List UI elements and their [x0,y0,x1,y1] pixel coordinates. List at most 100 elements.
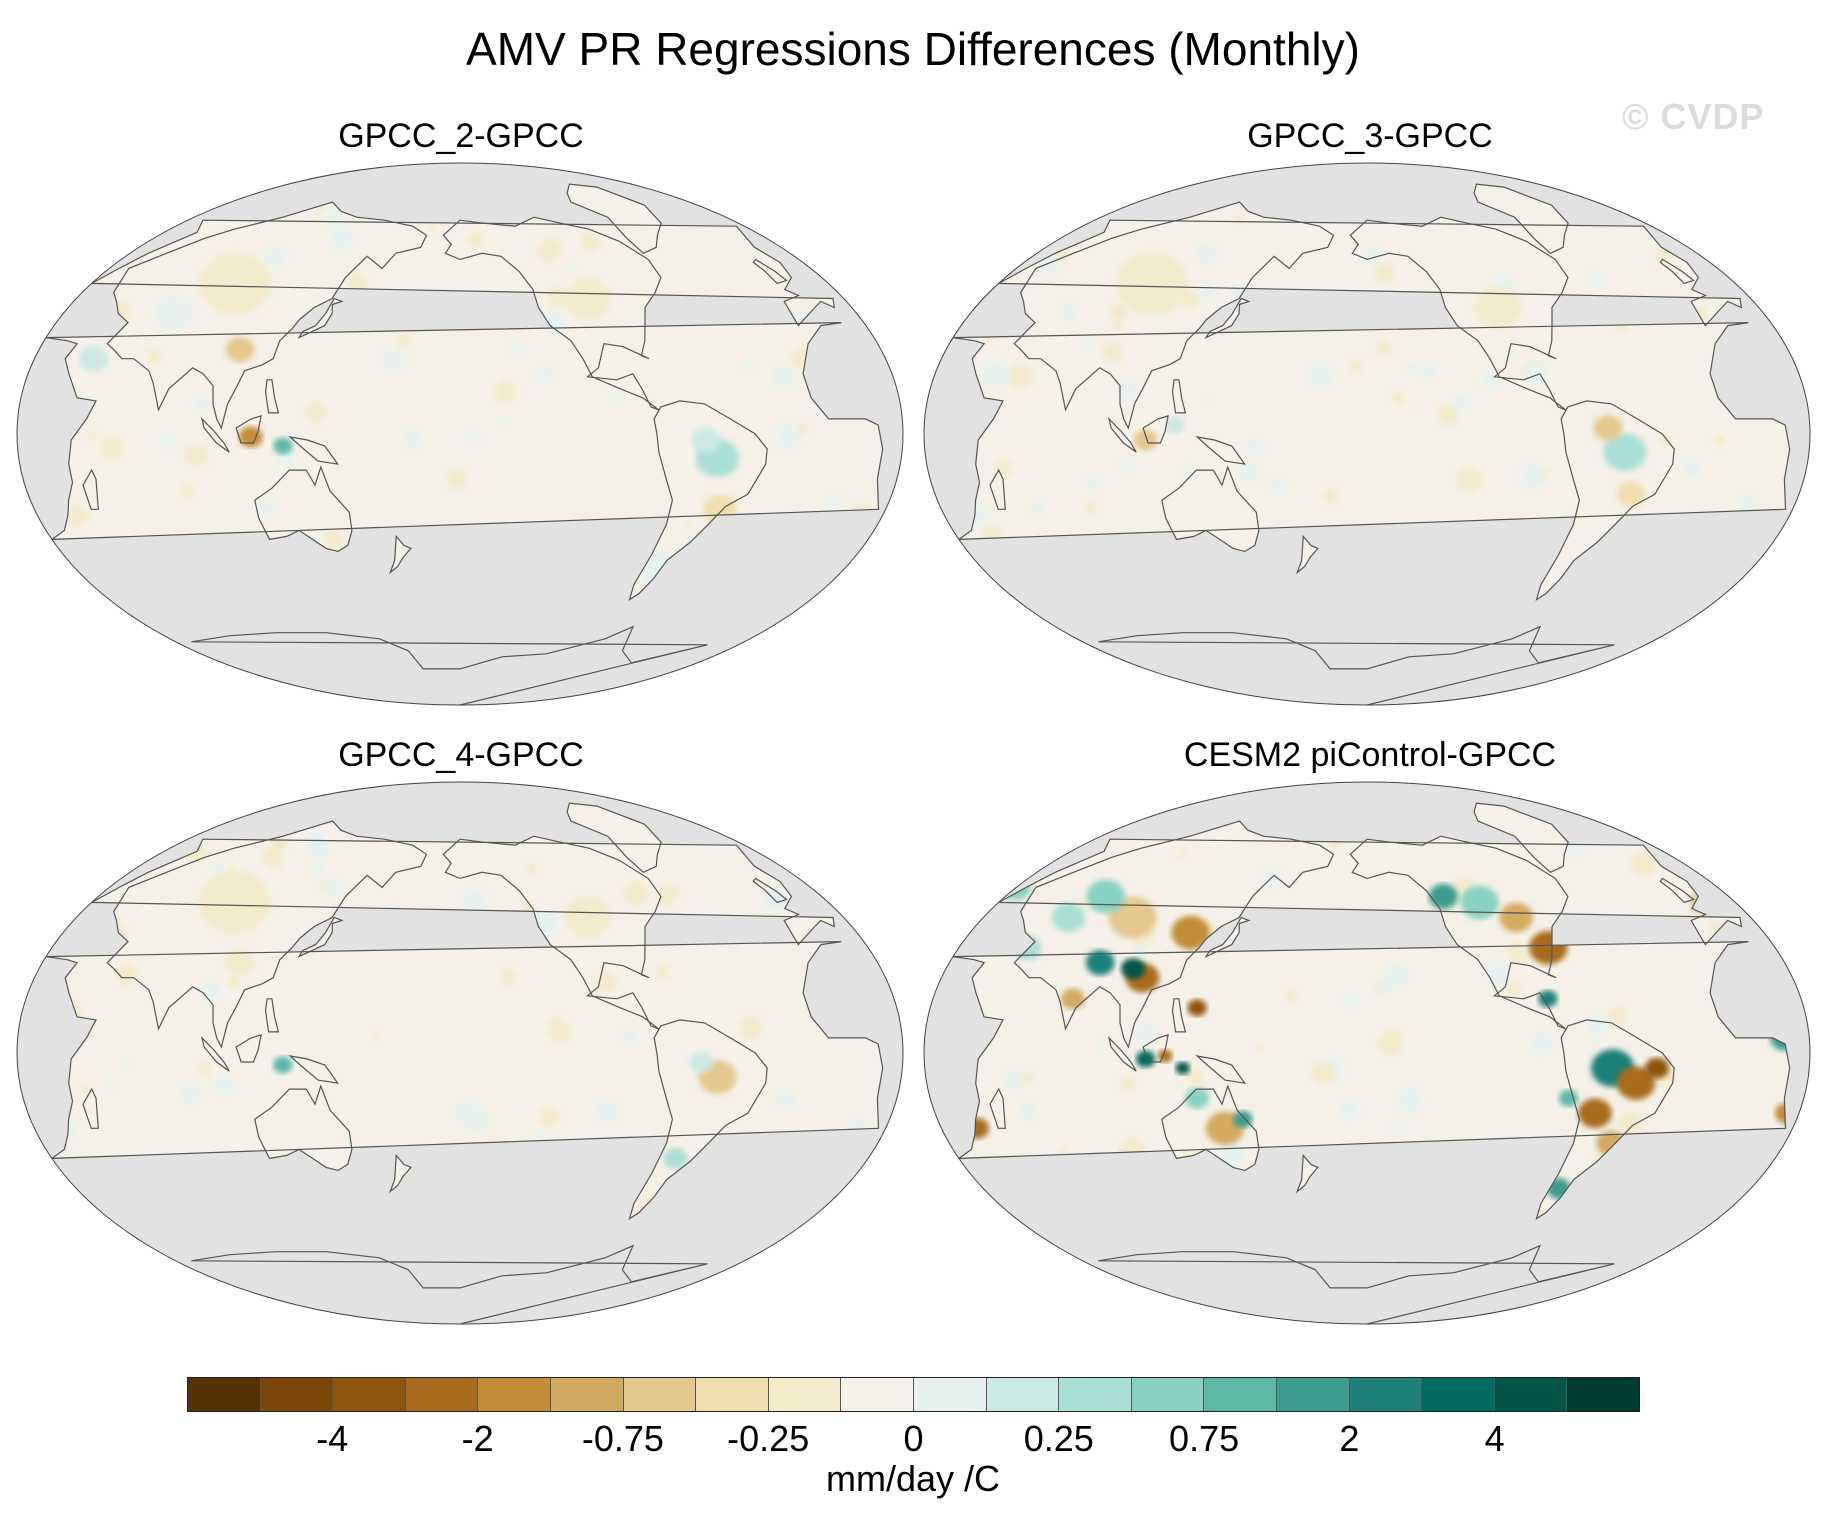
colorbar-swatch [841,1378,914,1411]
coastline-japan [297,297,344,340]
colorbar [187,1377,1640,1412]
coastline-antarctica [1098,625,1615,705]
colorbar-swatch [550,1378,624,1411]
land-japan [299,917,342,957]
coastline-new-zealand [388,534,412,575]
colorbar-swatch [1131,1378,1205,1411]
coastline-australia [254,1084,353,1172]
land-uk [1660,259,1694,284]
coastline-indonesia-borneo [235,415,262,444]
coastline-greenland [1473,183,1569,255]
coastline-uk [752,877,788,904]
map-border [923,781,1811,1325]
colorbar-tick-label: 0 [903,1418,924,1459]
land-japan [1206,298,1249,338]
map-panel-gpcc2 [16,162,904,706]
coastline-greenland [1473,802,1569,874]
coastline-philippines [1171,998,1187,1033]
coastline-madagascar [989,468,1006,510]
map-panel-cesm2 [923,781,1811,1325]
land-japan [299,298,342,338]
coastline-philippines [264,998,280,1033]
coastline-australia [254,465,353,553]
coastline-new-zealand [388,1153,412,1194]
colorbar-swatch [1276,1378,1350,1411]
coastline-sumatra [200,416,230,453]
land-europe-west [91,220,835,326]
map-panel-gpcc3 [923,162,1811,706]
land-antarctica [191,626,708,705]
map-border [16,781,904,1325]
land-australia [1161,467,1259,552]
map-border [923,162,1811,706]
coastline-uk [752,258,788,285]
coastline-africa-east [952,322,1791,541]
land-europe-west [998,839,1742,945]
colorbar-tick-label: -4 [316,1418,349,1459]
panel-title-gpcc2: GPCC_2-GPCC [338,117,584,155]
figure-title: AMV PR Regressions Differences (Monthly) [466,23,1360,75]
land-philippines [265,998,279,1032]
colorbar-swatch [623,1378,697,1411]
colorbar-swatch [260,1378,334,1411]
coastline-sumatra [1107,416,1137,453]
land-new-guinea [1197,437,1245,465]
colorbar-swatch [405,1378,479,1411]
land-africa-east [45,941,883,1159]
land-sumatra [1109,418,1137,453]
coastline-europe-west [996,219,1743,327]
coastline-south-america [628,400,768,601]
coastline-north-america [1349,835,1569,1030]
coastline-indonesia-borneo [235,1034,262,1063]
colorbar-swatch [188,1378,261,1411]
colorbar-tick-label: -0.75 [581,1418,664,1459]
coastline-japan [1204,916,1251,959]
land-philippines [1172,379,1186,413]
land-africa-east [952,941,1790,1159]
coastline-greenland [566,183,662,255]
coastline-new-guinea [1195,436,1247,465]
coastline-antarctica [191,1244,708,1324]
colorbar-swatch [1059,1378,1132,1411]
land-sumatra [1109,1037,1137,1072]
coastline-sumatra [200,1035,230,1072]
coastline-uk [1659,877,1695,904]
colorbar-swatch [986,1378,1060,1411]
colorbar-swatch [478,1378,551,1411]
map-border [16,162,904,706]
colorbar-swatch [1349,1378,1423,1411]
coastline-south-america [628,1019,768,1220]
panel-title-gpcc3: GPCC_3-GPCC [1247,117,1493,155]
land-uk [753,259,787,284]
coastline-africa-east [45,322,884,541]
land-antarctica [191,1245,708,1324]
coastline-europe-west [89,838,836,946]
coastline-uk [1659,258,1695,285]
coastline-eurasia-east [106,820,428,1049]
coastline-madagascar [989,1087,1006,1129]
coastline-europe-west [89,219,836,327]
land-madagascar [990,1089,1006,1129]
land-australia [254,1086,352,1171]
colorbar-swatch [333,1378,406,1411]
coastline-indonesia-borneo [1142,1034,1169,1063]
land-africa-east [45,322,883,540]
land-new-guinea [1197,1056,1245,1084]
coastline-greenland [566,802,662,874]
land-antarctica [1098,626,1615,705]
coastline-madagascar [82,1087,99,1129]
map-panel-gpcc4 [16,781,904,1325]
colorbar-swatch [1567,1378,1639,1411]
land-madagascar [990,470,1006,510]
panel-title-gpcc4: GPCC_4-GPCC [338,736,584,774]
coastline-eurasia-east [1013,820,1335,1049]
colorbar-swatch [768,1378,842,1411]
land-philippines [265,379,279,413]
land-australia [254,467,352,552]
coastline-eurasia-east [1013,201,1335,430]
coastline-philippines [1171,379,1187,414]
land-sumatra [202,418,230,453]
colorbar-swatch [696,1378,769,1411]
coastline-south-america [1535,1019,1675,1220]
colorbar-tick-label: -2 [461,1418,494,1459]
